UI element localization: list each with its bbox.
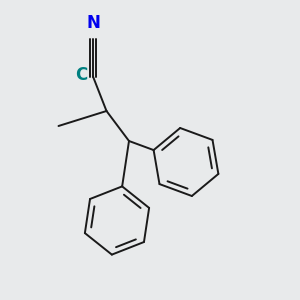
Text: C: C	[75, 66, 87, 84]
Text: N: N	[86, 14, 100, 32]
